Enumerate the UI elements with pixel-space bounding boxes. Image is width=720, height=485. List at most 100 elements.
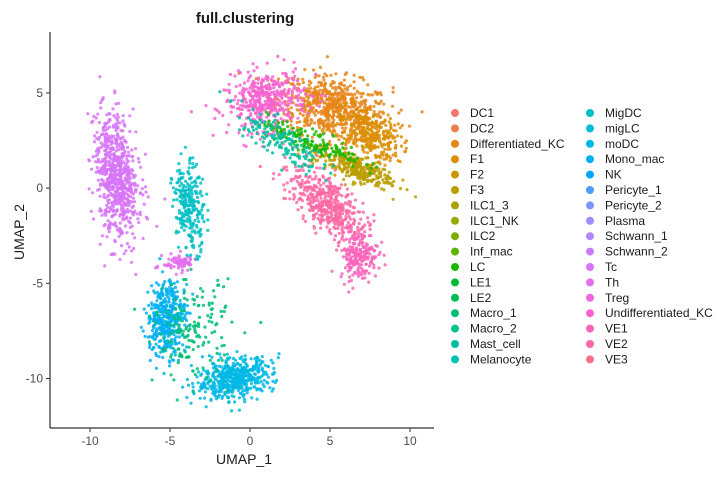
data-point (146, 290, 150, 294)
data-point (366, 178, 370, 182)
data-point (143, 152, 147, 156)
data-point (275, 90, 279, 94)
data-point (173, 330, 177, 334)
data-point (349, 224, 353, 228)
data-point (217, 110, 221, 115)
data-point (355, 156, 359, 160)
data-point (155, 310, 159, 314)
data-point (168, 313, 172, 317)
data-point (114, 157, 119, 161)
data-point (301, 113, 305, 117)
data-point (175, 198, 179, 202)
data-point (141, 236, 145, 241)
data-point (307, 208, 311, 212)
data-point (358, 75, 362, 79)
legend-item: LE1 (451, 275, 492, 289)
data-point (96, 112, 100, 116)
data-point (351, 286, 355, 290)
data-point (250, 396, 254, 400)
data-point (182, 309, 187, 313)
data-point (349, 145, 353, 149)
data-point (160, 316, 164, 320)
data-point (197, 315, 202, 319)
data-point (337, 91, 341, 95)
data-point (242, 397, 246, 401)
data-point (360, 267, 364, 271)
data-point (126, 150, 131, 154)
data-point (157, 283, 161, 287)
data-point (269, 122, 273, 127)
legend-item: ILC2 (451, 229, 496, 243)
data-point (273, 143, 277, 147)
data-point (267, 119, 271, 123)
data-point (172, 350, 176, 354)
data-point (152, 313, 156, 317)
data-point (304, 157, 308, 161)
x-tick-label: 5 (327, 434, 334, 448)
legend-swatch (586, 216, 594, 225)
data-point (199, 189, 203, 194)
data-point (114, 128, 118, 133)
data-point (160, 289, 164, 293)
data-point (228, 72, 232, 77)
data-point (251, 62, 255, 66)
data-point (282, 165, 286, 169)
data-point (284, 150, 288, 154)
data-point (170, 340, 174, 344)
data-point (345, 139, 349, 143)
data-point (206, 369, 210, 373)
data-point (196, 344, 200, 349)
data-point (196, 257, 200, 261)
data-point (179, 181, 184, 185)
data-point (300, 164, 304, 168)
data-point (347, 290, 351, 294)
data-point (236, 98, 240, 102)
data-point (290, 139, 294, 143)
data-point (274, 97, 278, 101)
data-point (357, 91, 362, 95)
data-point (319, 183, 323, 187)
data-point (365, 249, 369, 253)
data-point (115, 112, 119, 116)
data-point (351, 205, 355, 209)
data-point (366, 173, 370, 177)
data-point (382, 142, 386, 147)
data-point (184, 335, 188, 339)
data-point (144, 190, 148, 194)
data-point (282, 127, 287, 132)
data-point (360, 237, 364, 241)
data-point (187, 172, 191, 176)
data-point (387, 170, 391, 174)
legend-label: Tc (605, 260, 617, 274)
data-point (371, 93, 375, 97)
data-point (262, 145, 266, 149)
data-point (177, 354, 182, 358)
data-point (123, 138, 127, 142)
data-point (161, 286, 165, 290)
data-point (331, 79, 335, 84)
data-point (326, 194, 330, 198)
data-point (165, 345, 169, 349)
data-point (152, 337, 156, 341)
data-point (373, 99, 378, 103)
data-point (381, 130, 386, 134)
data-point (322, 105, 326, 109)
data-point (241, 93, 245, 97)
cluster-ve2 (258, 128, 376, 271)
data-point (296, 208, 300, 212)
data-point (230, 320, 234, 324)
data-point (363, 134, 367, 138)
data-point (123, 203, 127, 207)
data-point (380, 120, 384, 124)
data-point (369, 135, 373, 139)
data-point (111, 209, 115, 213)
data-point (330, 100, 334, 104)
data-point (169, 252, 173, 256)
data-point (100, 234, 104, 238)
data-point (386, 174, 390, 178)
data-point (329, 171, 333, 175)
data-point (265, 90, 269, 94)
data-point (123, 224, 128, 228)
data-point (361, 210, 365, 214)
data-point (287, 137, 291, 141)
